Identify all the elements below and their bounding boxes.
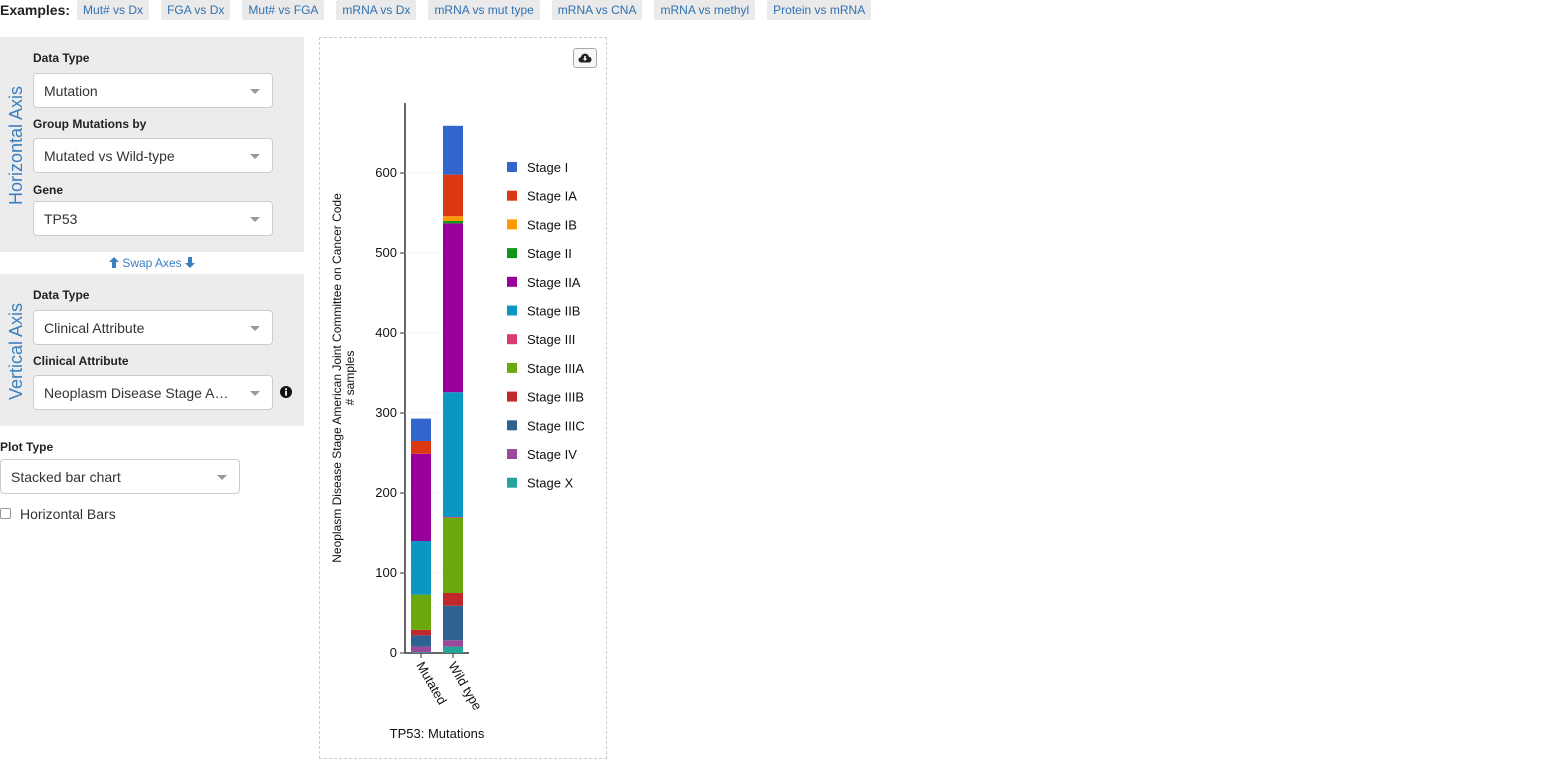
cloud-download-icon (578, 53, 592, 63)
horizontal-axis-panel: Horizontal Axis Data Type Mutation Group… (0, 37, 304, 252)
horizontal-data-type-label: Data Type (33, 51, 90, 65)
examples-bar: Examples: Mut# vs Dx FGA vs Dx Mut# vs F… (0, 0, 883, 20)
vertical-axis-title: Vertical Axis (6, 302, 26, 400)
chevron-down-icon (250, 88, 260, 94)
chevron-down-icon (217, 474, 227, 480)
gene-label: Gene (33, 183, 64, 197)
group-mutations-label: Group Mutations by (33, 117, 147, 131)
chevron-down-icon (250, 390, 260, 396)
gene-select[interactable]: TP53 (33, 201, 273, 236)
chevron-down-icon (250, 153, 260, 159)
group-mutations-value: Mutated vs Wild-type (44, 147, 175, 164)
horizontal-axis-title: Horizontal Axis (6, 85, 26, 205)
arrow-down-icon (185, 257, 196, 268)
example-link-mut-vs-dx[interactable]: Mut# vs Dx (77, 0, 150, 20)
chevron-down-icon (250, 325, 260, 331)
swap-axes-button[interactable]: Swap Axes (0, 256, 304, 270)
example-link-mrna-vs-cna[interactable]: mRNA vs CNA (551, 0, 643, 20)
horizontal-data-type-select[interactable]: Mutation (33, 73, 273, 108)
swap-axes-label: Swap Axes (122, 256, 182, 270)
example-link-mrna-vs-mut-type[interactable]: mRNA vs mut type (428, 0, 540, 20)
clinical-attribute-value: Neoplasm Disease Stage American Joint Co… (44, 384, 272, 401)
plot-type-label: Plot Type (0, 440, 54, 454)
plot-type-value: Stacked bar chart (11, 468, 121, 485)
vertical-data-type-select[interactable]: Clinical Attribute (33, 310, 273, 345)
horizontal-bars-checkbox[interactable] (0, 508, 11, 519)
horizontal-bars-label: Horizontal Bars (20, 506, 116, 522)
arrow-up-icon (108, 257, 119, 268)
example-link-mrna-vs-dx[interactable]: mRNA vs Dx (336, 0, 417, 20)
example-link-mrna-vs-methyl[interactable]: mRNA vs methyl (654, 0, 756, 20)
download-button[interactable] (573, 48, 597, 68)
vertical-data-type-value: Clinical Attribute (44, 319, 145, 336)
examples-label: Examples: (0, 2, 71, 18)
group-mutations-select[interactable]: Mutated vs Wild-type (33, 138, 273, 173)
example-link-fga-vs-dx[interactable]: FGA vs Dx (161, 0, 231, 20)
example-link-protein-vs-mrna[interactable]: Protein vs mRNA (767, 0, 872, 20)
vertical-axis-panel: Vertical Axis Data Type Clinical Attribu… (0, 274, 304, 426)
info-circle-icon[interactable] (280, 386, 292, 398)
chevron-down-icon (250, 216, 260, 222)
gene-value: TP53 (44, 210, 78, 227)
clinical-attribute-label: Clinical Attribute (33, 354, 129, 368)
example-link-mut-vs-fga[interactable]: Mut# vs FGA (242, 0, 325, 20)
vertical-data-type-label: Data Type (33, 288, 90, 302)
horizontal-data-type-value: Mutation (44, 82, 98, 99)
plot-container (319, 37, 607, 759)
clinical-attribute-select[interactable]: Neoplasm Disease Stage American Joint Co… (33, 375, 273, 410)
plot-type-select[interactable]: Stacked bar chart (0, 459, 240, 494)
